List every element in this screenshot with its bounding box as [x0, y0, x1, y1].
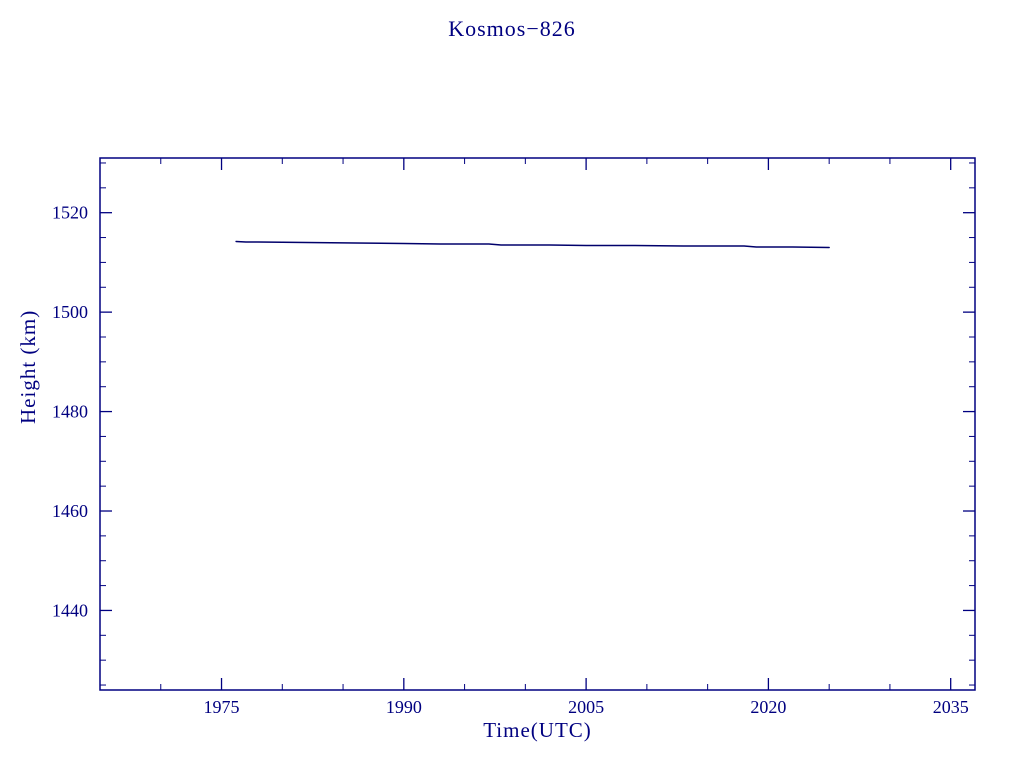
data-line	[235, 240, 830, 249]
y-tick-label: 1520	[52, 203, 88, 223]
chart-title: Kosmos−826	[448, 16, 576, 41]
x-tick-label: 1975	[204, 697, 240, 717]
x-axis-label: Time(UTC)	[483, 718, 592, 742]
y-tick-label: 1500	[52, 302, 88, 322]
x-tick-label: 2005	[568, 697, 604, 717]
y-tick-label: 1460	[52, 501, 88, 521]
x-tick-label: 2020	[750, 697, 786, 717]
y-tick-label: 1440	[52, 600, 88, 620]
plot-frame	[99, 157, 976, 691]
x-tick-label: 2035	[933, 697, 969, 717]
y-tick-label: 1480	[52, 402, 88, 422]
x-tick-label: 1990	[386, 697, 422, 717]
